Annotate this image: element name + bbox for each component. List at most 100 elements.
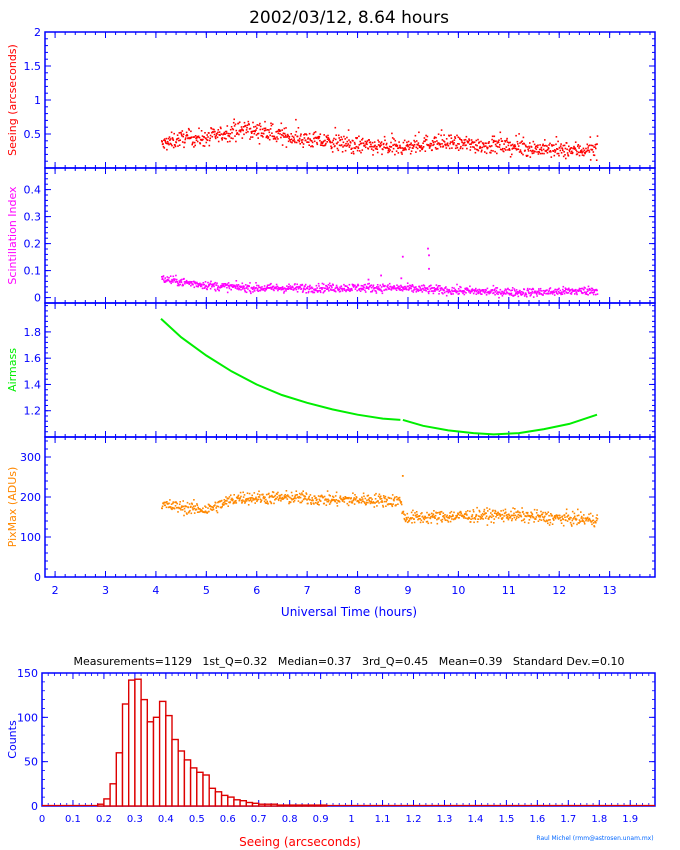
data-point [416,513,418,516]
data-point [570,147,573,149]
data-point [440,287,443,289]
data-point [583,521,586,523]
data-point [465,511,467,513]
data-point [198,511,200,513]
data-point [468,291,470,293]
data-point [359,140,361,143]
data-point [529,292,532,294]
data-point [368,282,370,285]
data-point [385,288,388,291]
x-tick-label: 1.8 [591,814,607,825]
data-point [307,141,310,143]
data-point [560,152,563,154]
data-point [227,282,230,284]
data-point [510,289,512,292]
data-point [352,150,355,153]
data-point [215,510,218,512]
data-point [166,142,169,145]
data-point [482,142,484,145]
data-point [540,293,543,295]
data-point [252,121,254,124]
data-point [424,515,427,518]
data-point [257,284,260,287]
data-point [336,505,339,507]
data-point [445,147,448,149]
data-point [241,501,244,503]
x-tick-label: 8 [354,584,361,597]
y-tick-label: 150 [17,667,38,680]
data-point [576,150,578,153]
data-point [211,135,214,138]
data-point [312,145,314,148]
data-point [311,497,313,499]
data-point [532,515,534,518]
data-point [206,286,209,288]
data-point [225,138,227,140]
data-point [547,291,550,293]
data-point [389,146,392,148]
data-point [200,130,203,132]
data-point [336,502,338,504]
data-point [411,517,414,519]
data-point [238,130,241,132]
data-point [539,152,542,155]
data-point [212,508,215,511]
data-point [405,519,407,522]
data-point [509,156,512,158]
data-point [485,152,488,155]
data-point [364,497,367,500]
data-point [420,146,422,149]
data-point [574,141,577,143]
data-point [550,513,552,515]
data-point [383,135,386,138]
data-point [336,147,339,150]
data-point [579,145,581,147]
data-point [417,518,419,521]
data-point [512,514,515,517]
data-point [242,129,244,132]
data-point [182,284,184,287]
data-point [433,510,435,512]
data-point [524,144,527,147]
data-point [594,521,597,523]
data-point [200,509,203,511]
data-point [286,498,289,500]
data-point [355,498,357,500]
data-point [565,512,568,515]
data-point [461,514,464,517]
data-point [555,290,558,293]
data-point [388,503,390,505]
data-point [248,289,251,292]
data-point [566,520,569,522]
data-point [341,138,343,141]
data-point [302,490,304,492]
data-point [448,515,451,517]
data-point [483,510,485,513]
data-point [537,144,539,146]
data-point [307,291,310,294]
data-point [216,511,219,514]
data-point [345,145,348,147]
data-point [338,290,341,293]
data-point [352,152,355,155]
data-point [280,288,283,291]
data-point [556,148,559,150]
data-point [286,494,289,496]
data-point [208,132,210,134]
data-point [214,288,216,291]
data-point [253,492,256,494]
data-point [235,286,237,288]
data-point [298,497,300,499]
data-point [301,284,303,287]
data-point [553,294,556,296]
data-point [545,149,548,152]
data-point [338,501,341,503]
data-point [588,289,590,291]
data-point [262,289,265,291]
data-point [590,521,593,523]
data-point [352,140,354,142]
data-point [372,501,375,503]
data-point [326,141,328,143]
data-point [174,501,176,504]
data-point [403,517,406,520]
